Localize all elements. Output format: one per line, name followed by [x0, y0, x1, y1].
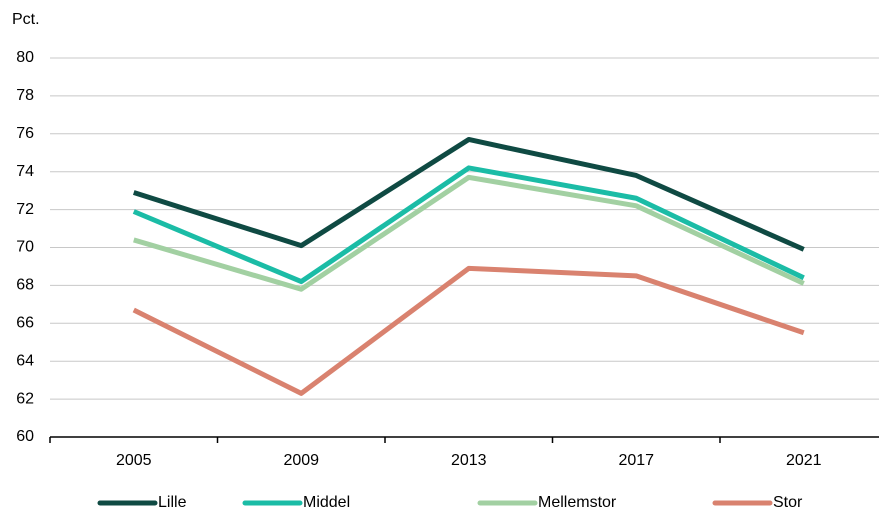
y-tick-label: 64	[16, 352, 34, 369]
series-line	[132, 265, 805, 396]
x-tick-label: 2013	[451, 452, 487, 469]
y-tick-label: 70	[16, 239, 34, 256]
y-tick-label: 74	[16, 163, 34, 180]
x-tick-label: 2009	[283, 452, 319, 469]
series-line	[133, 174, 805, 292]
legend-label: Mellemstor	[538, 494, 617, 511]
x-tick-label: 2017	[618, 452, 654, 469]
x-tick-label: 2005	[116, 452, 152, 469]
y-tick-label: 66	[16, 315, 34, 332]
y-tick-label: 80	[16, 49, 34, 66]
legend-label: Lille	[158, 494, 187, 511]
legend-label: Stor	[773, 494, 803, 511]
y-unit-label: Pct.	[12, 11, 40, 28]
series-line	[132, 165, 805, 285]
y-tick-label: 60	[16, 428, 34, 445]
x-tick-label: 2021	[786, 452, 822, 469]
series-line	[132, 136, 805, 252]
y-tick-label: 76	[16, 125, 34, 142]
y-tick-label: 78	[16, 87, 34, 104]
y-tick-label: 72	[16, 201, 34, 218]
y-tick-label: 62	[16, 390, 34, 407]
legend-label: Middel	[303, 494, 350, 511]
y-tick-label: 68	[16, 277, 34, 294]
